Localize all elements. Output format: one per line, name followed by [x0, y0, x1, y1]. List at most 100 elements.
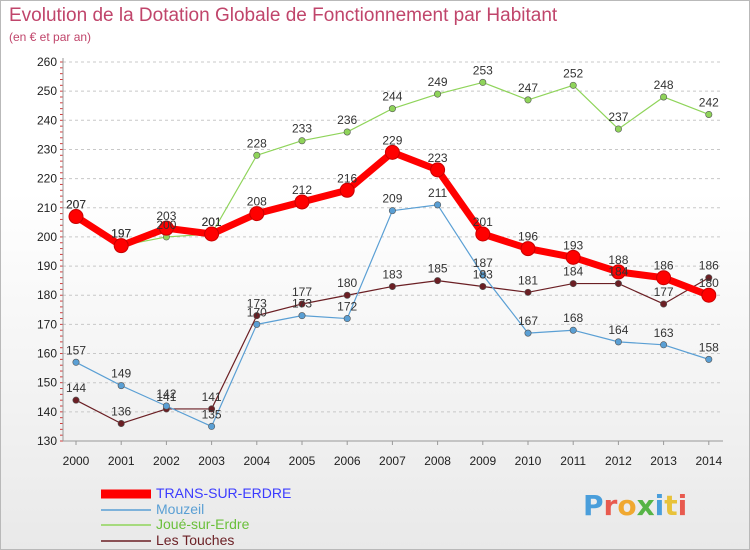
x-tick-label: 2008 — [424, 454, 451, 468]
data-point — [298, 300, 306, 308]
logo-letter: t — [664, 489, 678, 522]
y-tick-label: 160 — [37, 347, 57, 361]
data-point — [117, 420, 125, 428]
data-label: 141 — [156, 390, 176, 404]
x-tick-label: 2004 — [243, 454, 270, 468]
data-point — [569, 280, 577, 288]
data-point — [294, 194, 310, 210]
data-point — [660, 341, 668, 349]
data-point — [614, 280, 622, 288]
data-label: 173 — [292, 297, 312, 311]
data-point — [479, 78, 487, 86]
data-point — [343, 315, 351, 323]
data-point — [253, 151, 261, 159]
data-point — [524, 329, 532, 337]
data-label: 180 — [699, 276, 719, 290]
data-point — [660, 93, 668, 101]
data-label: 208 — [247, 195, 267, 209]
data-point — [343, 291, 351, 299]
y-tick-label: 180 — [37, 288, 57, 302]
data-label: 177 — [292, 285, 312, 299]
data-point — [117, 382, 125, 390]
data-label: 207 — [66, 198, 86, 212]
x-tick-label: 2006 — [334, 454, 361, 468]
proxiti-logo: Proxiti — [583, 489, 687, 522]
x-tick-label: 2005 — [289, 454, 316, 468]
data-label: 228 — [247, 136, 267, 150]
logo-letter: i — [677, 489, 688, 522]
data-point — [524, 96, 532, 104]
data-point — [701, 287, 717, 303]
data-label: 184 — [563, 265, 583, 279]
data-point — [479, 271, 487, 279]
y-tick-label: 150 — [37, 376, 57, 390]
data-label: 229 — [382, 133, 402, 147]
data-label: 187 — [473, 256, 493, 270]
data-point — [113, 238, 129, 254]
y-tick-label: 130 — [37, 434, 57, 448]
legend-label: Mouzeil — [156, 501, 205, 517]
x-tick-label: 2014 — [695, 454, 722, 468]
data-label: 181 — [518, 273, 538, 287]
y-tick-label: 170 — [37, 317, 57, 331]
y-tick-label: 220 — [37, 172, 57, 186]
data-label: 180 — [337, 276, 357, 290]
y-tick-label: 210 — [37, 201, 57, 215]
data-point — [479, 282, 487, 290]
data-point — [656, 270, 672, 286]
data-point — [475, 226, 491, 242]
x-tick-label: 2003 — [198, 454, 225, 468]
logo-letter: x — [636, 489, 655, 522]
data-point — [614, 338, 622, 346]
data-label: 253 — [473, 63, 493, 77]
y-axis-ticks: 130 140 150 160 170 180 190 200 210 220 230 240 250 2… — [37, 55, 57, 448]
data-label: 201 — [202, 215, 222, 229]
logo-letter: r — [603, 489, 618, 522]
data-point — [524, 288, 532, 296]
data-label: 193 — [563, 238, 583, 252]
legend-label: TRANS-SUR-ERDRE — [156, 485, 292, 501]
x-tick-label: 2007 — [379, 454, 406, 468]
data-label: 223 — [428, 151, 448, 165]
axes — [60, 58, 723, 445]
data-point — [162, 402, 170, 410]
data-label: 149 — [111, 367, 131, 381]
data-point — [610, 264, 626, 280]
y-tick-label: 260 — [37, 55, 57, 69]
y-tick-label: 230 — [37, 142, 57, 156]
x-tick-label: 2002 — [153, 454, 180, 468]
data-label: 177 — [654, 285, 674, 299]
data-point — [158, 220, 174, 236]
data-label: 183 — [473, 267, 493, 281]
data-point — [565, 249, 581, 265]
data-point — [705, 274, 713, 282]
data-label: 136 — [111, 405, 131, 419]
data-label: 207 — [66, 198, 86, 212]
data-point — [384, 144, 400, 160]
data-label: 184 — [608, 265, 628, 279]
data-point — [68, 209, 84, 225]
data-point — [72, 396, 80, 404]
data-point — [705, 110, 713, 118]
data-label: 168 — [563, 311, 583, 325]
data-point — [388, 282, 396, 290]
data-point — [430, 162, 446, 178]
data-point — [569, 326, 577, 334]
data-point — [434, 90, 442, 98]
data-label: 135 — [202, 407, 222, 421]
data-label: 242 — [699, 95, 719, 109]
legend-label: Joué-sur-Erdre — [156, 516, 250, 532]
y-tick-label: 240 — [37, 113, 57, 127]
y-tick-label: 200 — [37, 230, 57, 244]
data-point — [520, 241, 536, 257]
x-tick-label: 2012 — [605, 454, 632, 468]
data-label: 201 — [473, 215, 493, 229]
logo-letter: i — [654, 489, 665, 522]
data-label: 249 — [428, 75, 448, 89]
data-point — [339, 182, 355, 198]
chart-title: Evolution de la Dotation Globale de Fonc… — [9, 5, 558, 26]
logo-letter: o — [617, 489, 637, 522]
data-label: 163 — [654, 326, 674, 340]
data-label: 173 — [247, 297, 267, 311]
